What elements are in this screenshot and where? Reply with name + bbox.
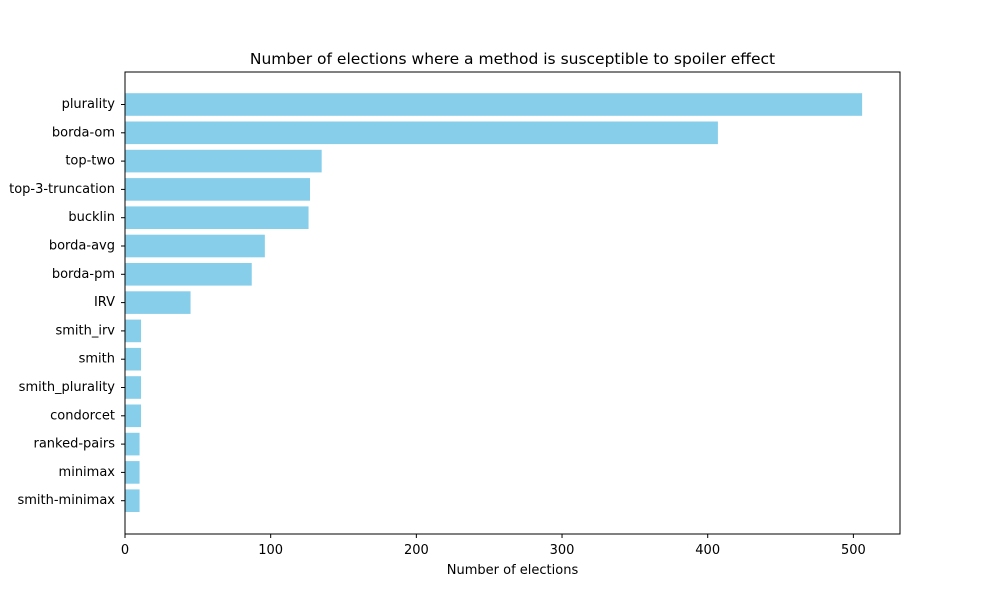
y-tick-label: smith: [79, 352, 115, 367]
x-tick-label: 200: [404, 543, 429, 558]
y-tick-label: top-3-truncation: [9, 182, 115, 197]
y-tick-label: borda-pm: [52, 267, 115, 282]
y-tick-label: ranked-pairs: [33, 437, 115, 452]
x-tick-label: 500: [841, 543, 866, 558]
y-tick-label: IRV: [94, 295, 115, 310]
bar-minimax: [125, 461, 140, 484]
y-tick-label: smith-minimax: [17, 493, 115, 508]
bar-ranked-pairs: [125, 432, 140, 456]
bars-group: [125, 93, 863, 512]
bar-top-two: [125, 149, 322, 173]
y-tick-label: plurality: [62, 97, 116, 112]
bar-top-3-truncation: [125, 178, 311, 201]
bar-borda-avg: [125, 234, 265, 258]
x-axis-title: Number of elections: [447, 563, 579, 578]
bar-borda-pm: [125, 263, 252, 286]
chart-title: Number of elections where a method is su…: [250, 50, 775, 68]
x-axis-ticks: 0 100 200 300 400 500: [121, 534, 866, 558]
x-tick-label: 0: [121, 543, 129, 558]
y-tick-label: smith_irv: [55, 323, 115, 338]
y-tick-label: smith_plurality: [19, 380, 116, 395]
bar-plurality: [125, 93, 863, 116]
y-tick-label: borda-om: [52, 125, 115, 140]
plot-frame: [124, 71, 901, 535]
y-tick-label: bucklin: [68, 210, 115, 225]
bar-borda-om: [125, 121, 718, 145]
bar-IRV: [125, 291, 191, 314]
bar-smith_irv: [125, 319, 142, 343]
bar-condorcet: [125, 404, 142, 428]
x-tick-label: 400: [695, 543, 720, 558]
y-tick-label: top-two: [65, 154, 115, 169]
bar-bucklin: [125, 206, 309, 229]
y-tick-label: condorcet: [50, 408, 115, 423]
y-axis-ticks: plurality borda-om top-two top-3-truncation…: [9, 97, 125, 508]
y-tick-label: borda-avg: [49, 239, 115, 254]
x-tick-label: 300: [550, 543, 575, 558]
bar-smith: [125, 347, 142, 371]
bar-smith-minimax: [125, 489, 140, 512]
y-tick-label: minimax: [59, 465, 116, 480]
x-tick-label: 100: [258, 543, 283, 558]
bar-smith_plurality: [125, 376, 142, 399]
